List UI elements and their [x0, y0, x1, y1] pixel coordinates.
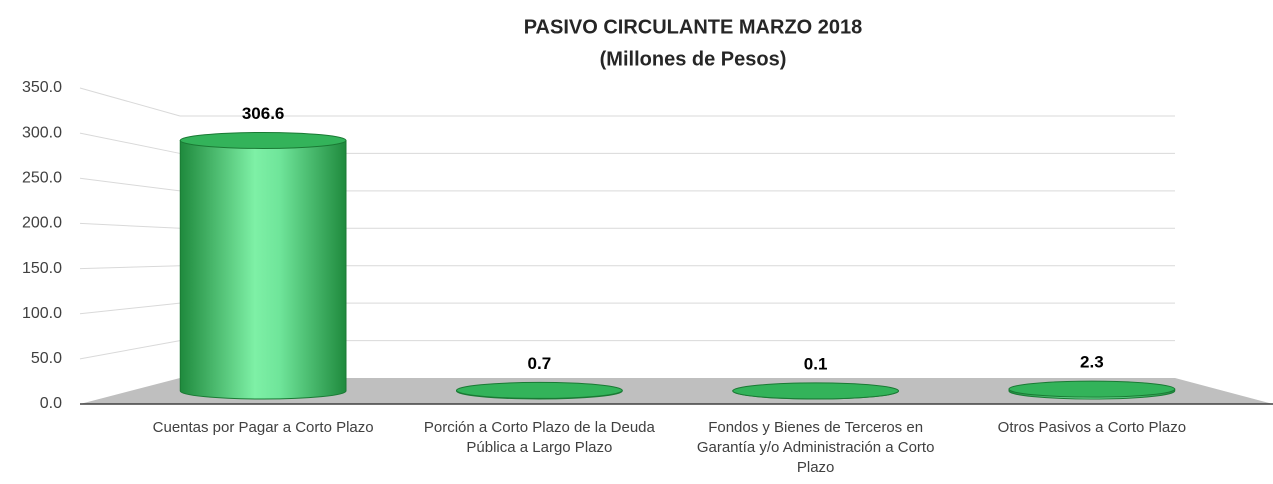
x-tick-label: Porción a Corto Plazo de la Deuda Públic…: [423, 419, 655, 456]
value-label: 306.6: [242, 104, 285, 123]
value-label: 0.1: [804, 354, 828, 373]
floor: [80, 378, 1273, 404]
x-tick-label: Fondos y Bienes de Terceros en Garantía …: [696, 419, 935, 476]
y-tick-label: 200.0: [22, 215, 62, 232]
bar-body: [179, 139, 347, 400]
y-tick-label: 50.0: [31, 350, 62, 367]
y-tick-label: 100.0: [22, 305, 62, 322]
value-label: 2.3: [1080, 353, 1104, 372]
grid-line-side: [79, 87, 181, 117]
grid-line-side: [79, 222, 181, 229]
x-tick-label: Otros Pasivos a Corto Plazo: [997, 419, 1187, 436]
bar: [456, 381, 623, 400]
y-tick-label: 150.0: [22, 260, 62, 277]
grid-line-side: [79, 302, 181, 315]
bar: [179, 131, 347, 400]
chart-title: PASIVO CIRCULANTE MARZO 2018: [524, 16, 863, 38]
chart-subtitle: (Millones de Pesos): [600, 48, 787, 70]
grid-line-side: [79, 177, 181, 192]
bar-top: [1008, 380, 1176, 398]
value-label: 0.7: [528, 354, 552, 373]
y-tick-label: 350.0: [22, 79, 62, 96]
bar: [732, 382, 899, 400]
y-tick-label: 250.0: [22, 170, 62, 187]
bar-top: [732, 382, 899, 400]
bar-top: [456, 381, 623, 399]
bar: [1008, 380, 1176, 400]
bar-top: [179, 131, 347, 149]
grid-line-side: [79, 340, 181, 360]
x-tick-label: Cuentas por Pagar a Corto Plazo: [152, 419, 374, 436]
y-tick-label: 300.0: [22, 124, 62, 141]
y-tick-label: 0.0: [40, 395, 62, 412]
grid-line-side: [79, 132, 181, 154]
grid-line-side: [79, 265, 181, 270]
